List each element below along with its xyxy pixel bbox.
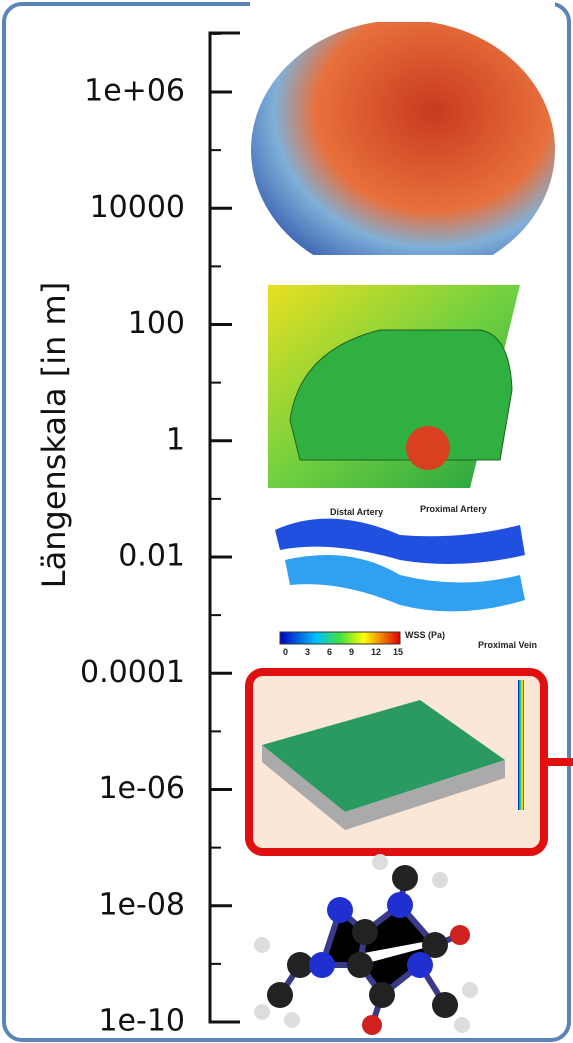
surface-colorbar bbox=[518, 680, 524, 810]
globe-image bbox=[251, 20, 555, 280]
artery-label: Proximal Vein bbox=[478, 640, 537, 650]
tick-label: 10000 bbox=[90, 190, 185, 225]
colorbar-tick: 12 bbox=[371, 647, 381, 657]
tick-label: 0.01 bbox=[118, 539, 185, 574]
tick-label: 1e-06 bbox=[98, 771, 185, 806]
molecule bbox=[254, 854, 478, 1035]
artery-label: Proximal Artery bbox=[420, 504, 487, 514]
colorbar bbox=[280, 632, 400, 644]
colorbar-tick: 3 bbox=[305, 647, 310, 657]
artery-label: Distal Artery bbox=[330, 507, 383, 517]
vein bbox=[285, 555, 525, 611]
colorbar-tick: 0 bbox=[283, 647, 288, 657]
colorbar-tick: 15 bbox=[393, 647, 403, 657]
colorbar-tick: 9 bbox=[349, 647, 354, 657]
tick-label: 1 bbox=[166, 422, 185, 457]
axis-line bbox=[210, 33, 240, 1022]
tick-label: 1e-08 bbox=[98, 887, 185, 922]
globe-crop bbox=[250, 255, 555, 285]
axis bbox=[210, 33, 240, 1022]
tick-label: 1e-10 bbox=[98, 1004, 185, 1039]
tick-label: 100 bbox=[128, 306, 185, 341]
figure: Längenskala [in m] Distal Artery Proxima… bbox=[0, 0, 573, 1043]
colorbar-title: WSS (Pa) bbox=[405, 630, 445, 640]
tick-label: 1e+06 bbox=[84, 74, 185, 109]
tick-label: 0.0001 bbox=[80, 655, 185, 690]
globe-crop bbox=[250, 0, 555, 22]
truck-wheel bbox=[406, 426, 450, 470]
colorbar-tick: 6 bbox=[327, 647, 332, 657]
axis-label: Längenskala [in m] bbox=[35, 282, 73, 588]
